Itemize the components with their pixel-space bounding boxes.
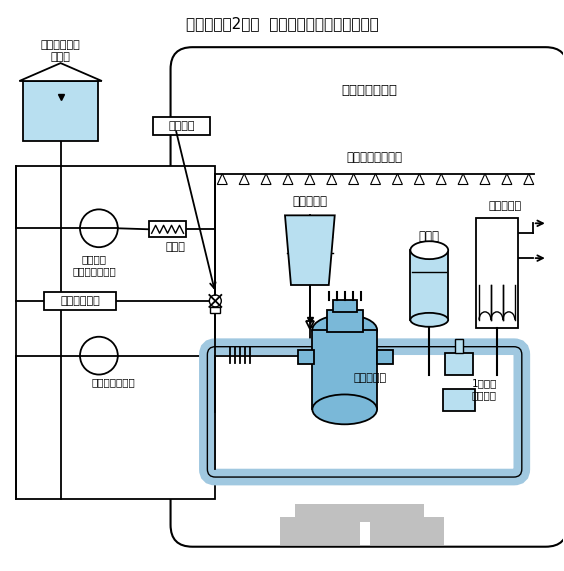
Polygon shape <box>502 174 512 184</box>
Polygon shape <box>239 174 249 184</box>
Bar <box>312 330 377 409</box>
Text: 1次冷却
材ポンプ: 1次冷却 材ポンプ <box>472 379 497 400</box>
Bar <box>210 307 221 313</box>
Bar <box>280 517 360 545</box>
Bar <box>333 300 356 312</box>
Text: 原子炉容器: 原子炉容器 <box>353 372 386 383</box>
Bar <box>295 504 424 522</box>
Ellipse shape <box>411 241 448 259</box>
Polygon shape <box>283 174 293 184</box>
Polygon shape <box>327 174 337 184</box>
Polygon shape <box>393 174 402 184</box>
Bar <box>153 117 210 135</box>
Polygon shape <box>349 174 359 184</box>
Bar <box>411 250 448 320</box>
Text: 蒸気発生器: 蒸気発生器 <box>488 202 522 211</box>
Polygon shape <box>458 174 468 184</box>
Text: 格納容器
スプレイポンプ: 格納容器 スプレイポンプ <box>72 254 116 276</box>
Bar <box>327 310 363 332</box>
Ellipse shape <box>411 313 448 327</box>
Bar <box>377 349 393 364</box>
Bar <box>149 222 187 237</box>
FancyBboxPatch shape <box>170 47 564 546</box>
Polygon shape <box>261 174 271 184</box>
Bar <box>16 166 215 499</box>
Bar <box>445 353 473 375</box>
Polygon shape <box>285 215 335 285</box>
Text: 高圧注入ポンプ: 高圧注入ポンプ <box>92 377 136 388</box>
Bar <box>455 339 463 353</box>
Text: 燃料取替用水
タンク: 燃料取替用水 タンク <box>41 41 81 62</box>
Text: 冷却器: 冷却器 <box>166 242 186 252</box>
Bar <box>443 389 475 411</box>
Text: 加圧器: 加圧器 <box>419 230 440 243</box>
Text: 当該箇所: 当該箇所 <box>168 121 195 131</box>
Polygon shape <box>305 174 315 184</box>
Ellipse shape <box>312 315 377 345</box>
Polygon shape <box>415 174 424 184</box>
Polygon shape <box>436 174 446 184</box>
Bar <box>298 349 314 364</box>
Polygon shape <box>371 174 381 184</box>
Text: 蓄圧タンク: 蓄圧タンク <box>292 195 327 208</box>
Polygon shape <box>480 174 490 184</box>
Polygon shape <box>524 174 534 184</box>
Circle shape <box>80 210 118 247</box>
Circle shape <box>209 295 221 307</box>
Bar <box>369 517 444 545</box>
Text: テストライン: テストライン <box>60 296 100 306</box>
Bar <box>476 218 518 328</box>
Polygon shape <box>19 63 102 81</box>
Polygon shape <box>217 174 227 184</box>
Text: 格納容器スプレイ: 格納容器スプレイ <box>346 151 403 164</box>
Bar <box>44 292 116 310</box>
Text: 原子炉格納容器: 原子炉格納容器 <box>341 85 397 98</box>
Bar <box>23 81 98 140</box>
Ellipse shape <box>312 395 377 424</box>
Circle shape <box>80 337 118 375</box>
Text: 伊方発電所2号機  安全注入系配管概略系統図: 伊方発電所2号機 安全注入系配管概略系統図 <box>186 16 378 31</box>
